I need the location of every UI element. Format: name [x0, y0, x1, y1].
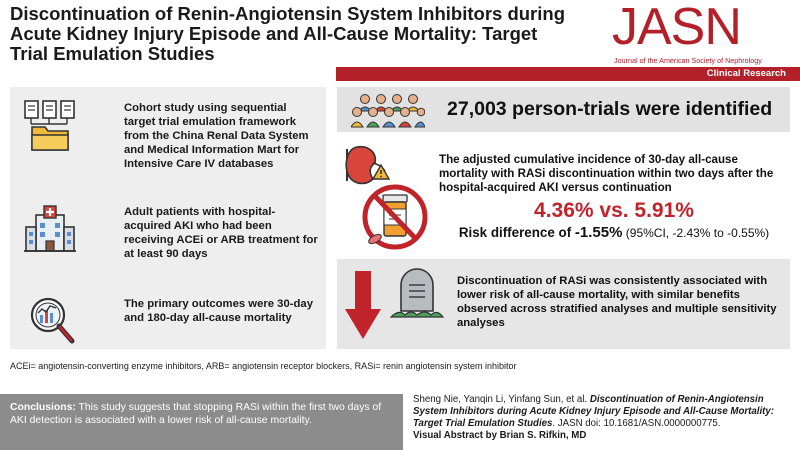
methods-panel: Cohort study using sequential target tri… [10, 87, 326, 349]
results-incidence-box: The adjusted cumulative incidence of 30-… [337, 137, 790, 254]
magnifier-chart-icon [30, 297, 75, 344]
mortality-percentages: 4.36% vs. 5.91% [534, 199, 694, 222]
category-label: Clinical Research [706, 68, 786, 79]
citation-title: Discontinuation of Renin-Angiotensin Sys… [413, 394, 774, 429]
hospital-icon [24, 205, 76, 252]
jasn-logo: JASN [612, 0, 742, 56]
methods-outcomes-text: The primary outcomes were 30-day and 180… [124, 298, 313, 324]
tombstone-icon [389, 268, 445, 318]
crowd-icon [351, 94, 425, 128]
risk-difference: Risk difference of -1.55% (95%CI, -2.43%… [439, 224, 789, 241]
conclusions-label: Conclusions: [10, 402, 76, 413]
results-count-box: 27,003 person-trials were identified [337, 87, 790, 132]
citation: Sheng Nie, Yanqin Li, Yinfang Sun, et al… [413, 394, 798, 442]
visual-abstract-credit: Visual Abstract by Brian S. Rifkin, MD [413, 430, 587, 441]
documents-folder-icon [24, 100, 75, 151]
conclusions-text: This study suggests that stopping RASi w… [10, 402, 382, 426]
journal-subtitle: Journal of the American Society of Nephr… [614, 56, 762, 65]
down-arrow-icon [345, 271, 381, 339]
conclusion-finding-text: Discontinuation of RASi was consistently… [457, 275, 777, 329]
page-title: Discontinuation of Renin-Angiotensin Sys… [10, 3, 565, 64]
kidney-no-pills-icon [345, 145, 428, 250]
risk-difference-label: Risk difference of [458, 225, 575, 240]
conclusions-box: Conclusions: This study suggests that st… [0, 394, 403, 450]
citation-authors: Sheng Nie, Yanqin Li, Yinfang Sun, et al… [413, 394, 590, 405]
results-conclusion-box: Discontinuation of RASi was consistently… [337, 259, 790, 349]
methods-population-text: Adult patients with hospital-acquired AK… [124, 206, 318, 260]
person-trials-count: 27,003 person-trials were identified [447, 98, 773, 120]
risk-difference-ci: (95%CI, -2.43% to -0.55%) [622, 226, 770, 240]
citation-doi: . JASN doi: 10.1681/ASN.0000000775. [552, 418, 721, 429]
results-panel: 27,003 person-trials were identified The… [337, 87, 790, 349]
abbreviations-note: ACEi= angiotensin-converting enzyme inhi… [10, 361, 517, 371]
category-bar: Clinical Research [336, 67, 800, 81]
risk-difference-value: -1.55% [574, 224, 623, 241]
incidence-text: The adjusted cumulative incidence of 30-… [439, 153, 774, 194]
methods-cohort-text: Cohort study using sequential target tri… [124, 102, 309, 170]
